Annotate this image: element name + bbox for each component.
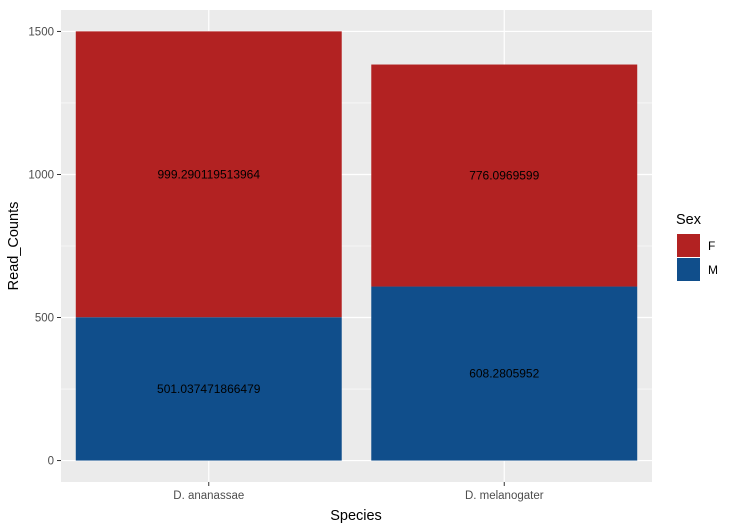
bar-m-0	[75, 317, 342, 461]
bars	[75, 31, 638, 461]
data-label-m-0: 501.037471866479	[157, 382, 261, 396]
data-label-m-1: 608.2805952	[469, 367, 539, 381]
x-axis: D. ananassae D. melanogater	[173, 482, 544, 502]
x-tick-label: D. ananassae	[173, 490, 244, 502]
data-labels: 501.037471866479 999.290119513964 608.2805…	[157, 167, 540, 396]
legend-key-f	[677, 234, 700, 257]
legend-label-m: M	[708, 263, 718, 277]
data-label-f-1: 776.0969599	[469, 169, 539, 183]
y-tick-label: 1500	[28, 26, 54, 38]
bar-m-1	[371, 286, 638, 461]
y-axis: 0 500 1000 1500	[28, 26, 61, 468]
bar-f-1	[371, 64, 638, 287]
y-tick-label: 500	[35, 313, 54, 325]
y-tick-label: 0	[48, 456, 54, 468]
bar-f-0	[75, 31, 342, 318]
legend-title: Sex	[676, 212, 702, 228]
y-axis-title: Read_Counts	[6, 202, 22, 291]
legend-label-f: F	[708, 239, 715, 253]
x-tick-label: D. melanogater	[465, 490, 544, 502]
y-tick-label: 1000	[28, 169, 54, 181]
data-label-f-0: 999.290119513964	[157, 167, 260, 181]
legend: Sex FM	[676, 212, 718, 281]
legend-key-m	[677, 258, 700, 281]
x-axis-title: Species	[330, 508, 382, 524]
